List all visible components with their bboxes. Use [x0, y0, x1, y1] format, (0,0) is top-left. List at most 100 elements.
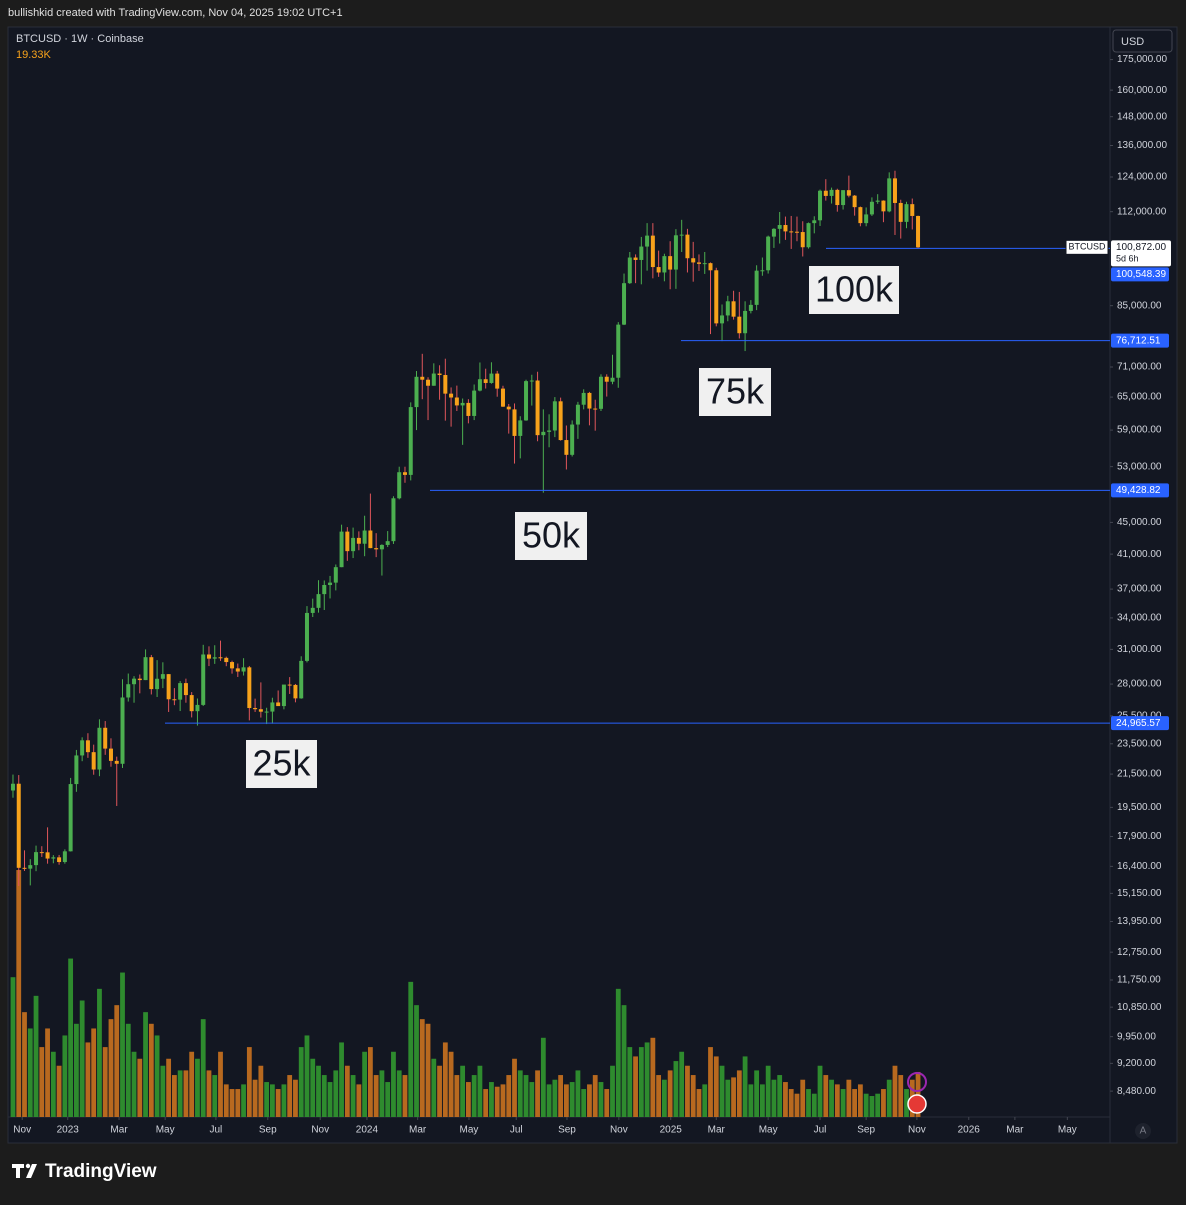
candle-body — [570, 424, 575, 455]
volume-bar — [275, 1089, 281, 1117]
candle-body — [662, 256, 667, 273]
y-tick-label: 85,000.00 — [1117, 300, 1162, 311]
volume-bar — [471, 1075, 477, 1117]
x-tick-label: Mar — [409, 1125, 427, 1136]
volume-bar — [552, 1079, 558, 1117]
volume-bar — [759, 1084, 765, 1117]
symbol-title: BTCUSD · 1W · Coinbase — [16, 33, 144, 45]
y-tick-label: 41,000.00 — [1117, 549, 1162, 560]
candle-body — [818, 190, 823, 221]
volume-bar — [587, 1084, 592, 1117]
currency-button[interactable] — [1112, 29, 1173, 53]
volume-bar — [754, 1070, 760, 1117]
x-tick-label: 2026 — [958, 1125, 981, 1136]
volume-bar — [27, 1028, 33, 1117]
candle-body — [80, 740, 85, 756]
volume-bar — [85, 1042, 91, 1117]
volume-bar — [788, 1089, 794, 1117]
candle-body — [656, 267, 661, 273]
candle-body — [460, 402, 465, 406]
candle-body — [541, 431, 546, 436]
scale-mode-label[interactable]: A — [1140, 1126, 1147, 1137]
ai-icon — [907, 1072, 927, 1092]
volume-bar — [425, 1023, 431, 1117]
candle-body — [414, 376, 419, 408]
volume-bar — [489, 1082, 494, 1117]
candle-body — [702, 263, 707, 265]
candle-body — [477, 379, 482, 391]
candle-body — [581, 392, 586, 405]
candle-body — [518, 420, 523, 436]
volume-bar — [690, 1075, 696, 1117]
y-tick-label: 175,000.00 — [1117, 54, 1167, 65]
candle-body — [916, 215, 921, 248]
volume-bar — [367, 1047, 373, 1117]
candle-body — [627, 257, 632, 284]
candle-body — [771, 228, 776, 237]
x-tick-label: Jul — [510, 1125, 523, 1136]
brand-name: TradingView — [45, 1161, 157, 1182]
candle-body — [506, 406, 511, 410]
brand-logo — [12, 1163, 37, 1178]
volume-bar — [108, 1019, 114, 1117]
volume-bar — [892, 1065, 898, 1117]
volume-bar — [56, 1065, 62, 1117]
candle-body — [189, 695, 194, 712]
candle-body — [737, 316, 742, 334]
candle-body — [524, 381, 529, 421]
volume-bar — [794, 1093, 800, 1117]
volume-bar — [189, 1051, 195, 1117]
volume-bar — [581, 1089, 587, 1117]
volume-bar — [771, 1079, 777, 1117]
candle-body — [195, 704, 200, 712]
x-tick-label: Sep — [857, 1125, 875, 1136]
last-price-tag — [1111, 240, 1171, 267]
candle-body — [356, 537, 361, 544]
volume-bar — [852, 1089, 858, 1117]
x-tick-label: Jul — [814, 1125, 827, 1136]
volume-bar — [79, 1000, 85, 1117]
candle-body — [91, 752, 96, 770]
candle-body — [206, 654, 211, 659]
y-tick-label: 23,500.00 — [1117, 738, 1162, 749]
candle-body — [120, 697, 125, 764]
volume-bar — [777, 1075, 783, 1117]
annotation-text: 75k — [706, 371, 765, 412]
candle-body — [881, 200, 886, 212]
volume-bar — [73, 1023, 79, 1117]
y-tick-label: 15,150.00 — [1117, 888, 1162, 899]
annotation-text: 100k — [815, 269, 894, 310]
volume-bar — [563, 1084, 569, 1117]
volume-bar — [229, 1089, 235, 1117]
volume-bar — [281, 1084, 287, 1117]
y-tick-label: 34,000.00 — [1117, 613, 1162, 624]
volume-bar — [10, 977, 16, 1117]
candle-body — [374, 548, 379, 550]
currency-label[interactable]: USD — [1121, 36, 1144, 48]
candle-body — [368, 530, 373, 549]
candle-body — [552, 401, 557, 431]
volume-bar — [310, 1058, 316, 1117]
volume-bar — [200, 1019, 206, 1117]
volume-bar — [206, 1070, 212, 1117]
candle-body — [910, 204, 915, 216]
volume-bar — [160, 1065, 166, 1117]
candle-body — [564, 440, 569, 455]
x-tick-label: Nov — [13, 1125, 31, 1136]
scale-mode-button[interactable] — [1135, 1123, 1151, 1139]
volume-bar — [886, 1079, 892, 1117]
price-line-label: 49,428.82 — [1116, 485, 1161, 496]
volume-bar — [166, 1058, 172, 1117]
volume-bar — [437, 1065, 442, 1117]
volume-bar — [39, 1047, 45, 1117]
y-tick-label: 21,500.00 — [1117, 769, 1162, 780]
candle-body — [645, 235, 650, 247]
volume-bar — [719, 1065, 725, 1117]
annotation-box — [699, 368, 771, 416]
volume-bar — [627, 1047, 633, 1117]
candle-body — [598, 376, 603, 409]
candle-body — [841, 190, 846, 206]
volume-bar — [673, 1061, 679, 1117]
volume-bar — [685, 1065, 690, 1117]
candle-body — [633, 257, 638, 260]
